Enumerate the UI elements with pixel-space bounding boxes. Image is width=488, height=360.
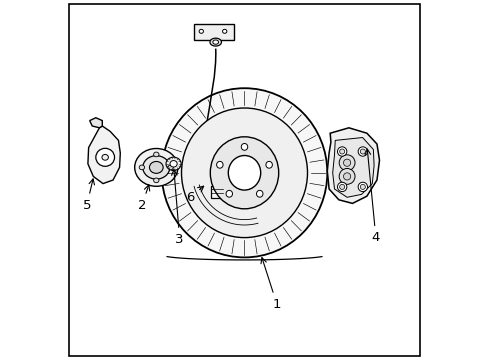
- Ellipse shape: [139, 165, 144, 170]
- Ellipse shape: [210, 137, 278, 209]
- Circle shape: [337, 182, 346, 192]
- Circle shape: [360, 184, 365, 189]
- Ellipse shape: [265, 161, 272, 168]
- Ellipse shape: [212, 40, 218, 44]
- Ellipse shape: [256, 190, 263, 197]
- Ellipse shape: [96, 148, 114, 166]
- Text: 2: 2: [137, 185, 149, 212]
- Circle shape: [339, 155, 354, 171]
- Ellipse shape: [199, 30, 203, 33]
- Ellipse shape: [222, 30, 226, 33]
- Polygon shape: [89, 118, 102, 128]
- Ellipse shape: [181, 108, 307, 238]
- Ellipse shape: [170, 161, 177, 167]
- Text: 1: 1: [261, 258, 281, 311]
- Circle shape: [339, 149, 344, 154]
- Ellipse shape: [225, 190, 232, 197]
- Text: 5: 5: [82, 179, 94, 212]
- Polygon shape: [88, 126, 120, 184]
- Ellipse shape: [209, 38, 221, 46]
- Circle shape: [337, 147, 346, 156]
- Polygon shape: [326, 128, 379, 203]
- Circle shape: [357, 147, 367, 156]
- Circle shape: [357, 182, 367, 192]
- Ellipse shape: [166, 157, 181, 171]
- Ellipse shape: [142, 156, 169, 179]
- Ellipse shape: [228, 156, 260, 190]
- Ellipse shape: [241, 144, 247, 150]
- Polygon shape: [332, 138, 373, 197]
- Text: 4: 4: [365, 149, 379, 244]
- Ellipse shape: [102, 154, 108, 160]
- Ellipse shape: [134, 148, 178, 186]
- Circle shape: [339, 168, 354, 184]
- Ellipse shape: [153, 152, 159, 157]
- Bar: [194, 24, 233, 40]
- Ellipse shape: [149, 161, 163, 174]
- Text: 3: 3: [171, 170, 183, 246]
- Text: 6: 6: [186, 186, 203, 204]
- Ellipse shape: [153, 178, 159, 183]
- Ellipse shape: [216, 161, 223, 168]
- Circle shape: [343, 159, 350, 166]
- Circle shape: [360, 149, 365, 154]
- Circle shape: [343, 173, 350, 180]
- Bar: [211, 186, 222, 198]
- Ellipse shape: [168, 165, 173, 170]
- Circle shape: [339, 184, 344, 189]
- Ellipse shape: [162, 88, 326, 257]
